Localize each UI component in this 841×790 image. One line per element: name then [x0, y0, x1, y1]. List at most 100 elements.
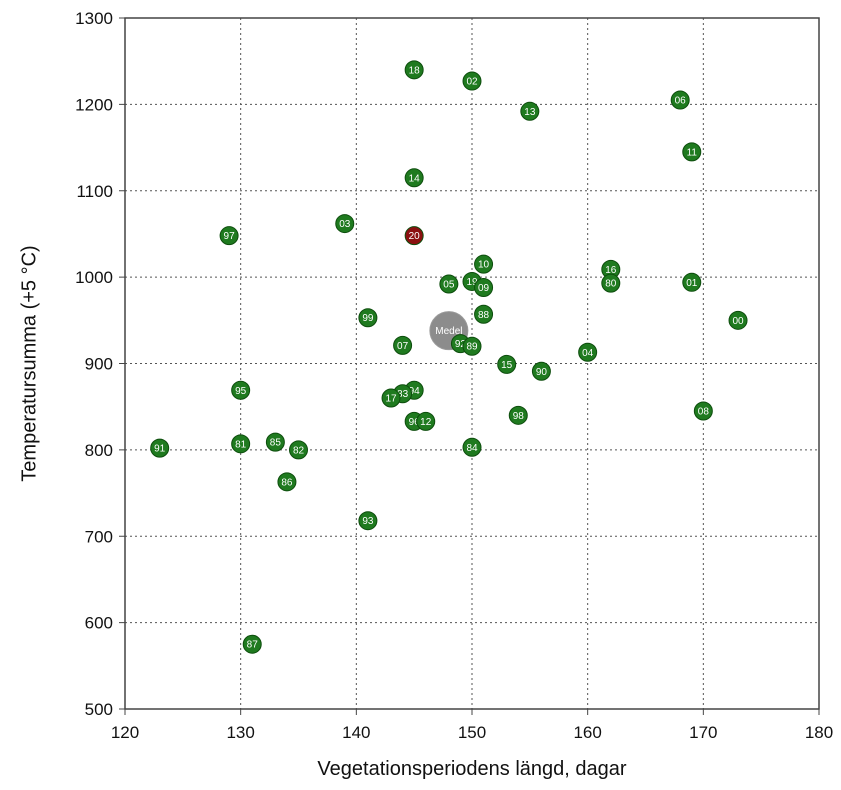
data-point: 15 — [497, 354, 517, 374]
point-marker — [578, 342, 598, 362]
data-point: 13 — [520, 101, 540, 121]
point-label: 81 — [235, 439, 247, 450]
point-label: 95 — [235, 386, 247, 397]
point-label: 04 — [582, 348, 594, 359]
tick-layer: 120 130 140 150 160 170 1805006007008009001000… — [75, 9, 833, 742]
x-tick-label: 140 — [342, 723, 370, 742]
y-tick-label: 600 — [85, 614, 113, 633]
point-marker — [242, 634, 262, 654]
data-point: 86 — [277, 472, 297, 492]
point-marker — [404, 60, 424, 80]
point-marker — [277, 472, 297, 492]
data-point: 09 — [474, 277, 494, 297]
point-label: 97 — [224, 231, 236, 242]
point-marker — [531, 361, 551, 381]
point-marker — [381, 388, 401, 408]
point-label: 00 — [732, 316, 744, 327]
data-point: 14 — [404, 168, 424, 188]
point-label: 96 — [409, 417, 421, 428]
point-label: 16 — [605, 265, 617, 276]
point-marker — [474, 277, 494, 297]
point-label: 87 — [247, 640, 259, 651]
data-point: 81 — [231, 434, 251, 454]
point-marker — [439, 274, 459, 294]
point-marker — [404, 226, 424, 246]
point-label: 88 — [478, 310, 490, 321]
point-marker — [335, 214, 355, 234]
point-marker — [474, 304, 494, 324]
point-label: 02 — [466, 77, 478, 88]
data-point: 87 — [242, 634, 262, 654]
point-label: 18 — [409, 65, 421, 76]
data-point: 05 — [439, 274, 459, 294]
data-point: 89 — [462, 336, 482, 356]
data-point: 01 — [682, 272, 702, 292]
data-point: 99 — [358, 308, 378, 328]
data-point: 95 — [231, 380, 251, 400]
data-point: 18 — [404, 60, 424, 80]
x-tick-label: 120 — [111, 723, 139, 742]
point-label: 07 — [397, 341, 409, 352]
point-label: 80 — [605, 279, 617, 290]
y-tick-label: 500 — [85, 700, 113, 719]
point-label: 98 — [513, 411, 525, 422]
point-label: 84 — [466, 443, 478, 454]
point-label: 86 — [281, 477, 293, 488]
point-label: 01 — [686, 278, 698, 289]
point-marker — [462, 71, 482, 91]
data-point: 07 — [393, 335, 413, 355]
point-label: 13 — [524, 107, 536, 118]
point-label: 08 — [698, 407, 710, 418]
point-label: 19 — [466, 277, 478, 288]
y-axis-title: Temperatursumma (+5 °C) — [18, 245, 40, 481]
point-marker — [289, 440, 308, 460]
point-marker — [358, 308, 378, 328]
y-tick-label: 1200 — [75, 95, 113, 114]
point-label: 92 — [455, 339, 467, 350]
y-tick-label: 1000 — [75, 268, 113, 287]
data-point: 80 — [601, 273, 621, 293]
data-point: 12 — [416, 411, 436, 431]
data-point: 17 — [381, 388, 401, 408]
point-label: 94 — [409, 386, 421, 397]
point-marker — [462, 336, 482, 356]
data-point: 20 — [404, 226, 424, 246]
y-tick-label: 700 — [85, 527, 113, 546]
point-label: Medel — [435, 326, 462, 337]
data-point: 02 — [462, 71, 482, 91]
point-marker — [682, 272, 702, 292]
data-point: 91 — [150, 438, 170, 458]
point-marker — [497, 354, 517, 374]
data-point: 90 — [531, 361, 551, 381]
point-label: 99 — [362, 313, 374, 324]
data-point: 11 — [682, 142, 702, 162]
x-axis-title: Vegetationsperiodens längd, dagar — [317, 758, 626, 780]
point-marker — [462, 437, 482, 457]
point-marker — [601, 273, 621, 293]
data-point: 88 — [474, 304, 494, 324]
point-marker — [670, 90, 690, 110]
data-point: 10 — [474, 254, 494, 274]
point-label: 91 — [154, 444, 166, 455]
point-label: 15 — [501, 360, 513, 371]
data-point: 98 — [508, 405, 528, 425]
point-label: 89 — [466, 342, 478, 353]
point-marker — [404, 168, 424, 188]
point-label: 09 — [478, 283, 490, 294]
point-marker — [520, 101, 540, 121]
x-tick-label: 180 — [805, 723, 833, 742]
x-tick-label: 130 — [226, 723, 254, 742]
point-marker — [358, 511, 378, 531]
point-marker — [393, 335, 413, 355]
point-marker — [728, 310, 748, 330]
point-label: 82 — [293, 445, 305, 456]
data-point: 08 — [693, 401, 713, 421]
point-label: 12 — [420, 417, 432, 428]
point-label: 85 — [270, 438, 282, 449]
point-label: 11 — [687, 147, 698, 158]
point-label: 83 — [397, 389, 409, 400]
point-label: 17 — [385, 394, 397, 405]
